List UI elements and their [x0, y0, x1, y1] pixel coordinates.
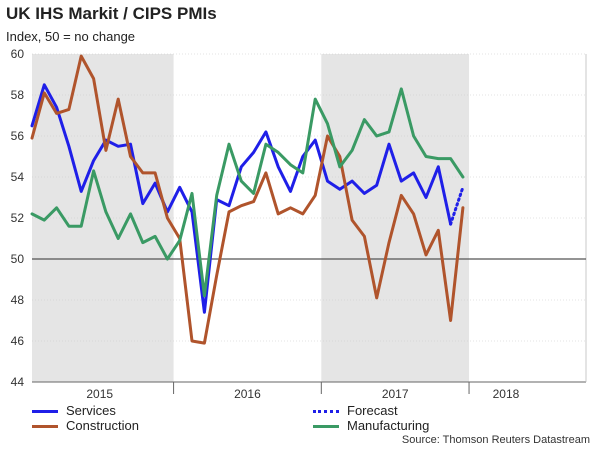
- series-line-forecast: [449, 185, 465, 226]
- legend-forecast: Forecast: [313, 403, 398, 418]
- legend-manufacturing: Manufacturing: [313, 418, 429, 433]
- x-year-label-2016: 2016: [234, 387, 261, 401]
- series-line-manufacturing: [30, 87, 465, 298]
- x-year-label-2018: 2018: [493, 387, 520, 401]
- y-tick-label-54: 54: [11, 170, 25, 184]
- y-tick-label-48: 48: [11, 293, 25, 307]
- y-tick-label-44: 44: [11, 375, 25, 389]
- legend-forecast-label: Forecast: [347, 403, 398, 418]
- y-tick-label-52: 52: [11, 211, 25, 225]
- y-tick-label-60: 60: [11, 47, 25, 61]
- legend-construction-swatch: [32, 425, 58, 429]
- legend-manufacturing-swatch: [313, 425, 339, 429]
- source-note: Source: Thomson Reuters Datastream: [401, 434, 590, 446]
- legend-services-label: Services: [66, 403, 116, 418]
- chart-title: UK IHS Markit / CIPS PMIs: [6, 4, 217, 23]
- x-year-label-2015: 2015: [86, 387, 113, 401]
- legend-construction-label: Construction: [66, 418, 139, 433]
- legend-construction: Construction: [32, 418, 139, 433]
- legend-manufacturing-label: Manufacturing: [347, 418, 430, 433]
- legend-services: Services: [32, 403, 116, 418]
- x-year-label-2017: 2017: [382, 387, 409, 401]
- chart-subtitle: Index, 50 = no change: [6, 29, 136, 44]
- y-tick-label-56: 56: [11, 129, 25, 143]
- legend-services-swatch: [32, 410, 58, 414]
- y-tick-label-58: 58: [11, 88, 25, 102]
- y-tick-label-46: 46: [11, 334, 25, 348]
- series-line-services: [30, 83, 453, 314]
- legend-forecast-swatch: [313, 410, 339, 414]
- y-tick-label-50: 50: [11, 252, 25, 266]
- series-line-construction: [30, 54, 465, 345]
